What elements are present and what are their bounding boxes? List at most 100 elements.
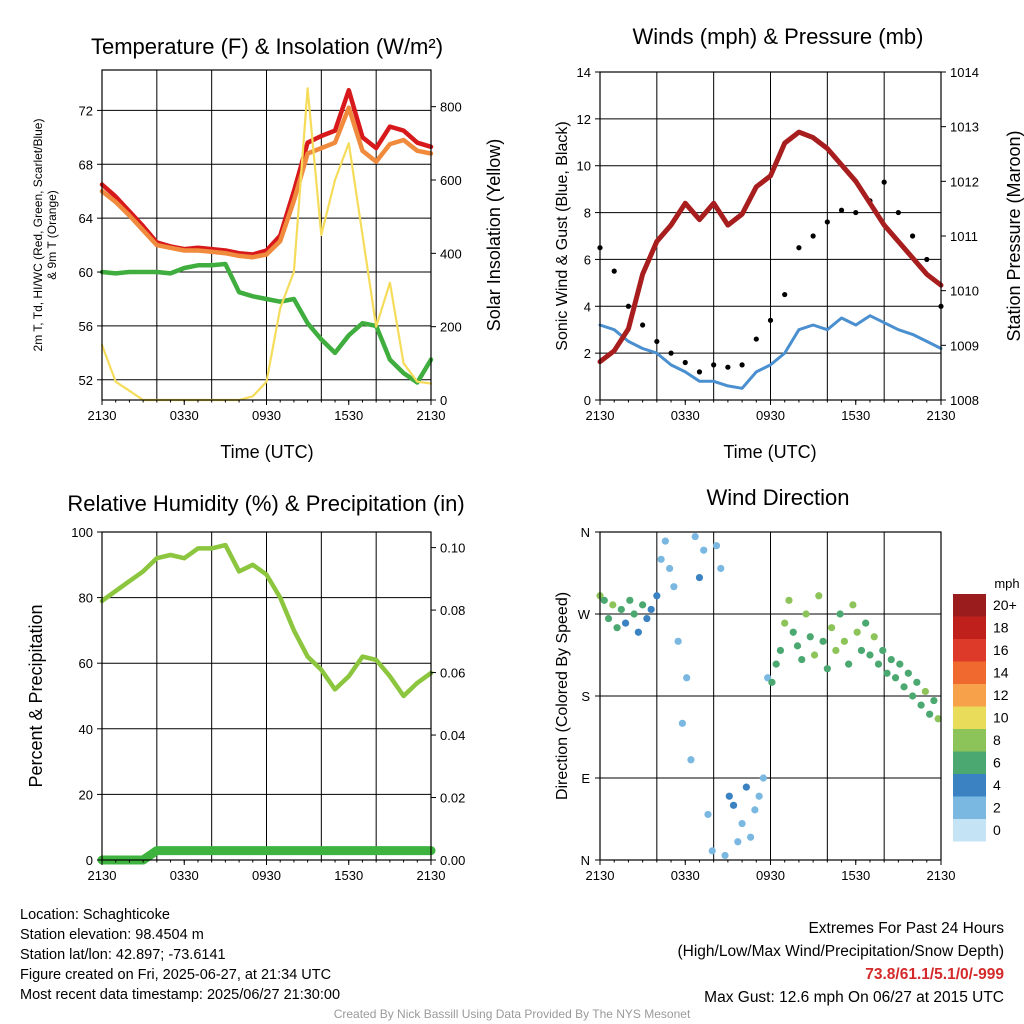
speed-legend: mph 20+ 18 16 14 12 10 8 6 4 2 0 bbox=[953, 576, 1020, 842]
series-gust-point bbox=[682, 359, 688, 366]
rh-ytick-label-right: 0.00 bbox=[440, 853, 465, 868]
wind-ylabel-left: Sonic Wind & Gust (Blue, Black) bbox=[554, 121, 571, 350]
dir-point bbox=[887, 655, 895, 664]
dir-point bbox=[810, 651, 819, 659]
dir-point bbox=[609, 601, 617, 609]
rh-ytick-label-left: 60 bbox=[79, 656, 93, 671]
rh-ytick-label-left: 0 bbox=[86, 853, 93, 868]
legend-label: 0 bbox=[993, 822, 1001, 838]
rh-ytick-label-right: 0.10 bbox=[440, 541, 465, 556]
dir-point bbox=[781, 619, 789, 627]
max-gust-text: Max Gust: 12.6 mph On 06/27 at 2015 UTC bbox=[704, 989, 1004, 1006]
wind-ytick-label-left: 4 bbox=[584, 299, 591, 314]
rh-ytick-label-right: 0.04 bbox=[440, 728, 465, 743]
legend-swatch bbox=[953, 706, 986, 729]
dir-point bbox=[604, 614, 613, 623]
dir-ytick-label: S bbox=[581, 689, 590, 704]
wind-xtick-label: 1530 bbox=[841, 408, 870, 423]
dir-point bbox=[879, 646, 887, 655]
temp-title: Temperature (F) & Insolation (W/m²) bbox=[91, 34, 443, 59]
dir-point bbox=[621, 619, 630, 627]
dir-point bbox=[717, 564, 725, 573]
wind-ytick-label-right: 1012 bbox=[950, 174, 979, 189]
series-gust-point bbox=[796, 245, 802, 251]
wind-ytick-label-right: 1010 bbox=[950, 284, 979, 299]
dir-point bbox=[934, 715, 942, 723]
legend-swatch bbox=[953, 661, 986, 684]
dir-point bbox=[768, 678, 776, 686]
rh-ytick-label-left: 20 bbox=[79, 787, 93, 802]
wind-ytick-label-left: 2 bbox=[584, 346, 591, 361]
dir-point bbox=[815, 592, 823, 600]
station-info: Location: Schaghticoke Station elevation… bbox=[20, 905, 340, 1005]
series-gust-point bbox=[611, 268, 617, 274]
dir-point bbox=[772, 660, 780, 668]
temp-ytick-label-right: 600 bbox=[440, 173, 462, 188]
temp-ytick-label-right: 200 bbox=[440, 320, 462, 335]
dir-point bbox=[613, 624, 621, 632]
dir-point bbox=[840, 637, 848, 645]
dir-point bbox=[870, 633, 878, 641]
wind-title: Winds (mph) & Pressure (mb) bbox=[633, 24, 924, 49]
series-gust-point bbox=[625, 303, 632, 309]
dir-xtick-label: 2130 bbox=[927, 868, 956, 883]
created-text: Figure created on Fri, 2025-06-27, at 21… bbox=[20, 967, 332, 983]
dir-point bbox=[764, 674, 772, 682]
series-gust-point bbox=[838, 207, 845, 213]
dir-point bbox=[930, 696, 938, 705]
legend-label: 8 bbox=[993, 732, 1001, 748]
legend-swatch bbox=[953, 774, 986, 797]
legend-label: 18 bbox=[993, 620, 1009, 636]
dir-point bbox=[695, 573, 704, 582]
wind-ytick-label-left: 14 bbox=[577, 65, 591, 80]
series-gust-point bbox=[767, 317, 774, 323]
wind-ytick-label-right: 1011 bbox=[950, 229, 978, 244]
dir-point bbox=[891, 674, 900, 682]
series-sonic-wind bbox=[598, 314, 943, 390]
wind-ytick-label-left: 0 bbox=[584, 393, 591, 408]
temp-panel-group: 2130 0330 0930 1530 2130 52 56 60 64 68 72 0 200 400 6… bbox=[31, 34, 504, 462]
dir-title: Wind Direction bbox=[706, 485, 849, 510]
dir-point bbox=[849, 601, 857, 609]
dir-point bbox=[661, 537, 669, 545]
wind-xtick-label: 2130 bbox=[586, 408, 615, 423]
temp-ytick-label-left: 68 bbox=[79, 157, 93, 172]
rh-ytick-label-left: 100 bbox=[71, 525, 93, 540]
dir-point bbox=[917, 701, 925, 709]
dir-point bbox=[691, 532, 699, 541]
legend-swatch bbox=[953, 796, 986, 819]
rh-ylabel-left: Percent & Precipitation bbox=[26, 604, 46, 787]
dir-point bbox=[776, 646, 785, 655]
rh-ytick-label-right: 0.06 bbox=[440, 666, 465, 681]
legend-label: 10 bbox=[993, 710, 1009, 726]
series-gust-point bbox=[739, 362, 745, 368]
dir-point bbox=[785, 596, 793, 604]
series-gust-point bbox=[640, 322, 646, 328]
wind-xlabel: Time (UTC) bbox=[723, 442, 816, 462]
rh-ytick-label-right: 0.02 bbox=[440, 791, 465, 806]
dir-point bbox=[721, 851, 729, 860]
series-gust-point bbox=[909, 233, 916, 239]
series-gust-point bbox=[696, 369, 703, 375]
wind-ytick-label-right: 1009 bbox=[950, 338, 979, 353]
temp-ylabel-left-2: & 9m T (Orange) bbox=[45, 190, 59, 280]
dir-point bbox=[626, 596, 634, 604]
extremes-values: 73.8/61.1/5.1/0/-999 bbox=[865, 966, 1004, 983]
wind-ytick-label-left: 6 bbox=[584, 252, 591, 267]
dir-point bbox=[857, 646, 866, 655]
series-gust-point bbox=[810, 233, 816, 239]
legend-swatch bbox=[953, 594, 986, 617]
temp-xtick-label: 0330 bbox=[170, 408, 199, 423]
temp-ytick-label-right: 400 bbox=[440, 246, 462, 261]
dir-point bbox=[725, 792, 733, 800]
wind-ytick-label-right: 1008 bbox=[950, 393, 979, 408]
wind-panel-group: 2130 0330 0930 1530 213002468101214100810091… bbox=[554, 24, 1024, 462]
series-gust-point bbox=[881, 179, 887, 185]
temp-xtick-label: 2130 bbox=[88, 408, 117, 423]
dir-ytick-label: W bbox=[578, 607, 591, 622]
dir-point bbox=[647, 605, 655, 614]
dir-xtick-label: 0330 bbox=[671, 868, 700, 883]
dir-point bbox=[921, 687, 929, 696]
temp-xtick-label: 0930 bbox=[252, 408, 281, 423]
dir-point bbox=[913, 678, 921, 686]
